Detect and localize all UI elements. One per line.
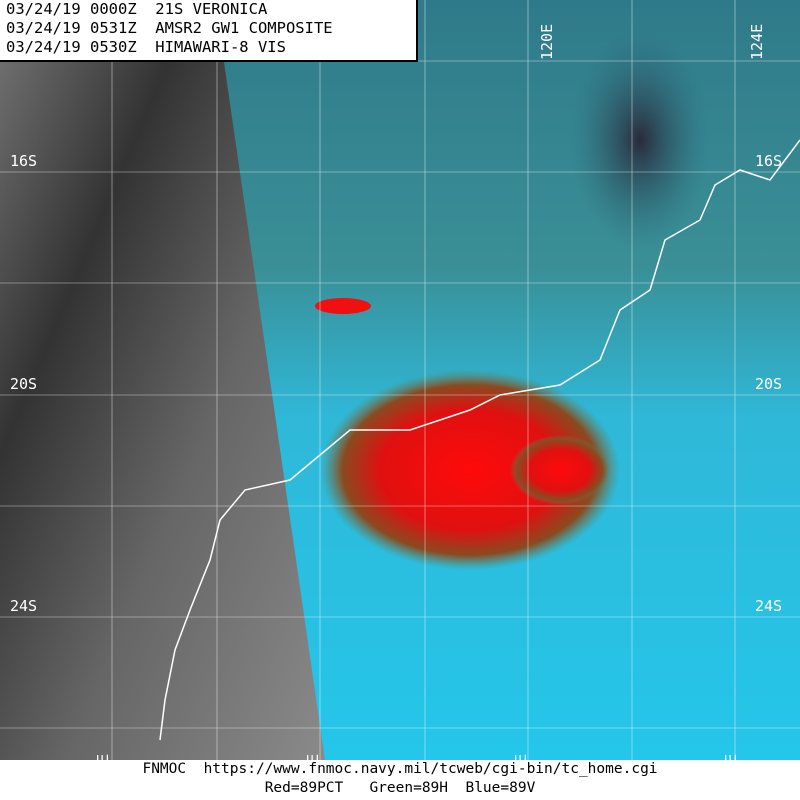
grid-label: 112E [94, 754, 112, 760]
header-line: 03/24/19 0530Z HIMAWARI-8 VIS [6, 38, 286, 56]
imagery: 16S 20S 24S 16S 20S 24S 120E 124E 112E 116E 120E 12… [0, 0, 800, 760]
convection [510, 435, 610, 505]
header: 03/24/19 0000Z 21S VERONICA 03/24/19 053… [0, 0, 418, 62]
grid-label: 116E [304, 754, 322, 760]
grid-label: 124E [748, 24, 766, 60]
grid-label: 20S [10, 375, 37, 393]
convection [315, 298, 371, 314]
coastline [159, 139, 800, 741]
grid-label: 120E [538, 24, 556, 60]
grid-label: 124E [722, 754, 740, 760]
grid-label: 24S [755, 597, 782, 615]
header-line: 03/24/19 0531Z AMSR2 GW1 COMPOSITE [6, 19, 333, 37]
footer-line: FNMOC https://www.fnmoc.navy.mil/tcweb/c… [142, 761, 658, 777]
footer: FNMOC https://www.fnmoc.navy.mil/tcweb/c… [0, 760, 800, 800]
grid-label: 24S [10, 597, 37, 615]
visible-imagery [0, 0, 325, 760]
footer-line: Red=89PCT Green=89H Blue=89V [264, 780, 536, 796]
grid-label: 120E [512, 754, 530, 760]
grid-label: 16S [10, 152, 37, 170]
grid-label: 16S [755, 152, 782, 170]
convection [320, 370, 620, 570]
grid-label: 20S [755, 375, 782, 393]
header-line: 03/24/19 0000Z 21S VERONICA [6, 0, 268, 18]
dry-area [570, 30, 710, 250]
